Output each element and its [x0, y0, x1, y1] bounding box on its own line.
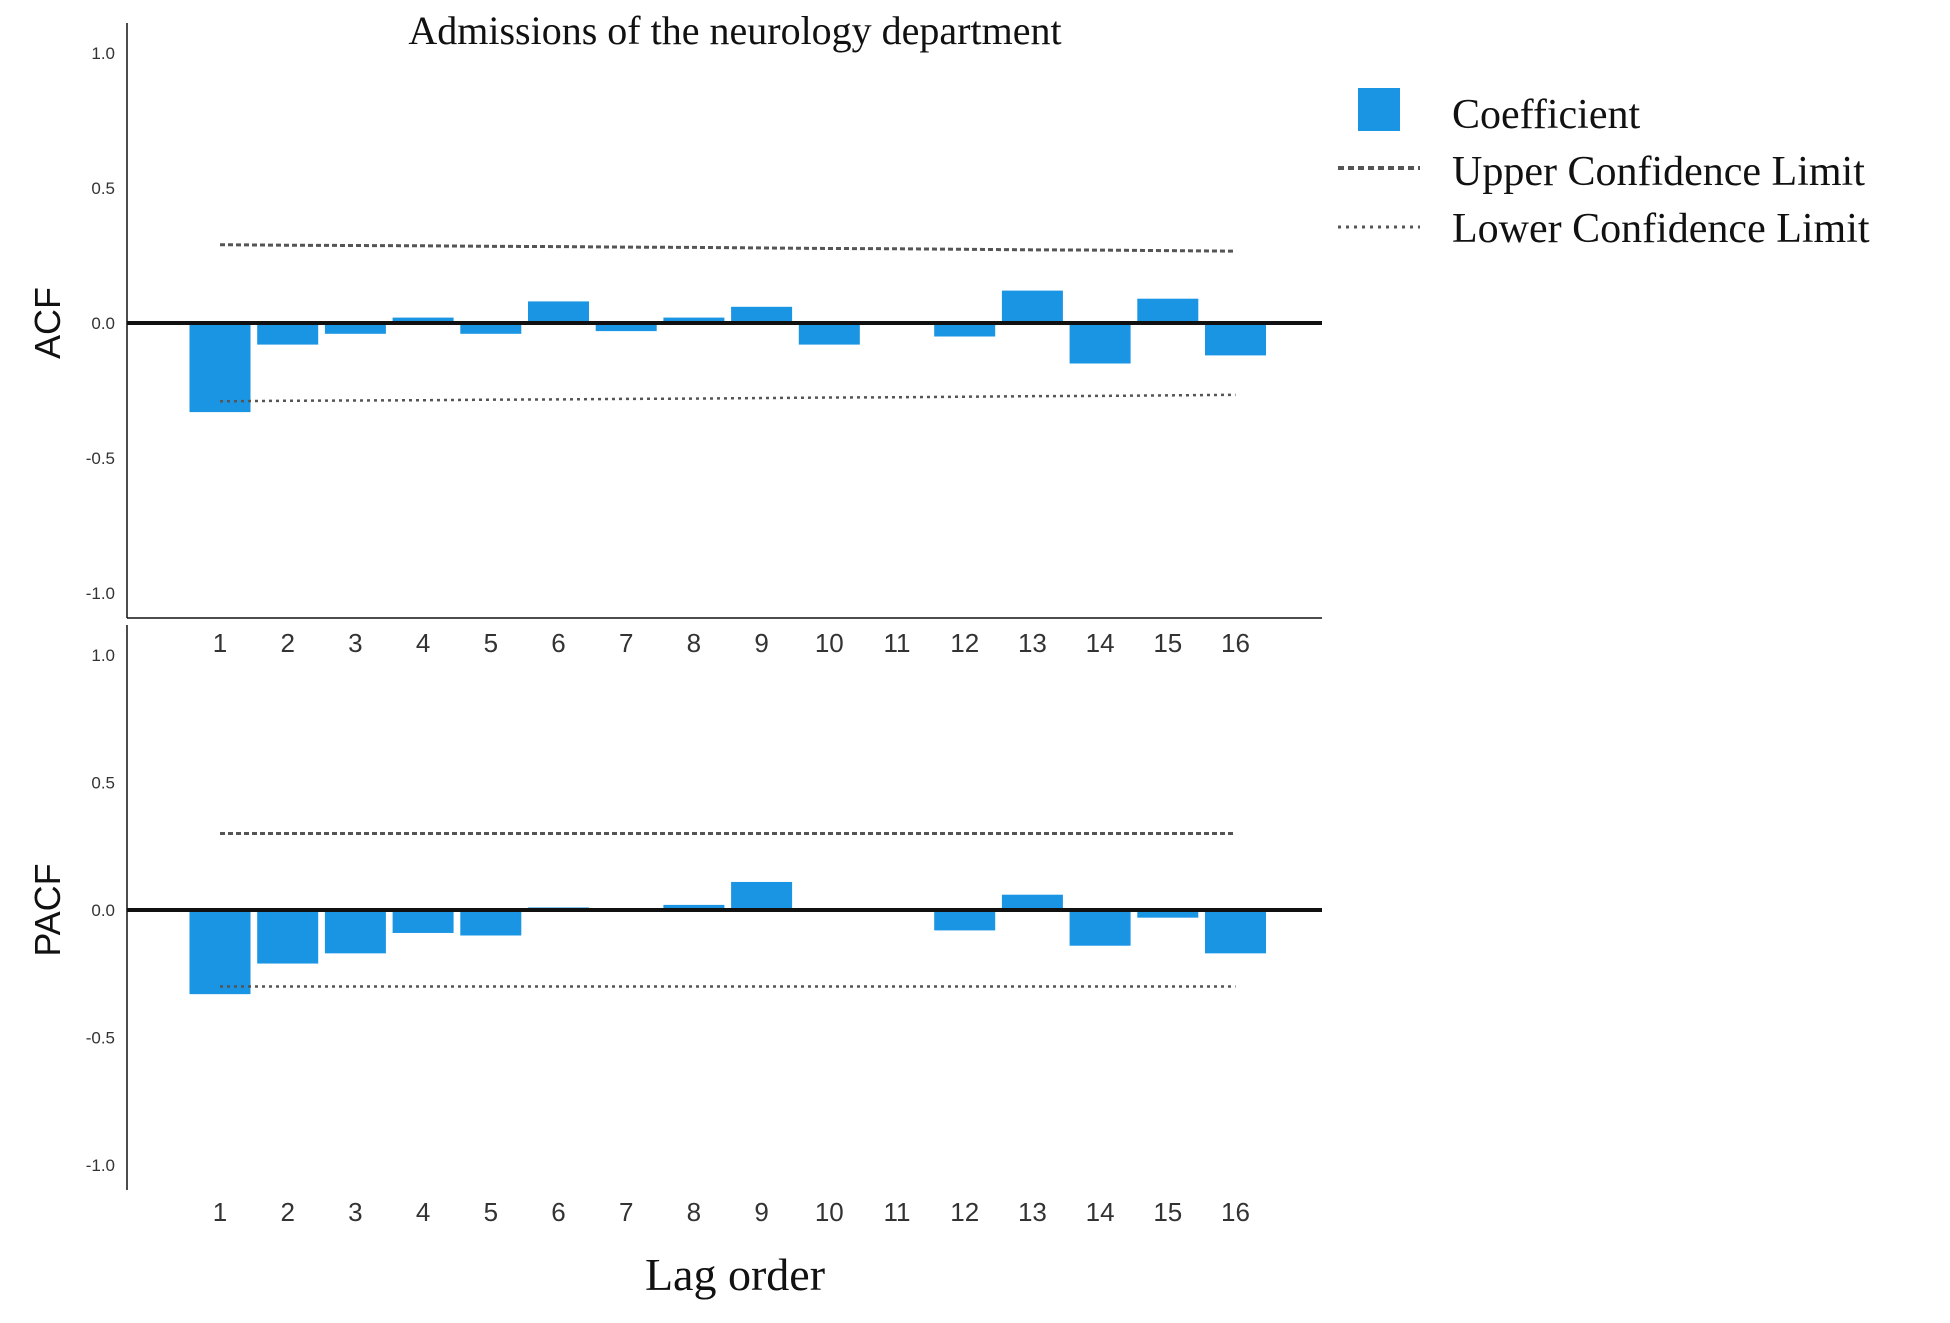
acf-x-tick-label: 4 [416, 628, 430, 658]
pacf-x-tick-label: 10 [815, 1197, 844, 1227]
acf-bar-lag-8 [663, 317, 725, 323]
pacf-x-tick-label: 9 [754, 1197, 768, 1227]
acf-bar-lag-5 [460, 323, 522, 334]
pacf-x-tick-label: 13 [1018, 1197, 1047, 1227]
acf-y-tick-label: 0.5 [91, 179, 115, 198]
acf-y-tick-label: 0.0 [91, 314, 115, 333]
acf-x-tick-label: 10 [815, 628, 844, 658]
acf-x-tick-label: 13 [1018, 628, 1047, 658]
pacf-bar-lag-8 [663, 904, 725, 910]
pacf-x-tick-label: 16 [1221, 1197, 1250, 1227]
pacf-bar-lag-3 [324, 910, 386, 954]
legend-label-lower: Lower Confidence Limit [1452, 206, 1870, 252]
acf-y-axis-label: ACF [27, 287, 68, 359]
acf-x-tick-label: 15 [1153, 628, 1182, 658]
acf-bar-lag-12 [934, 323, 996, 337]
legend-swatch-coefficient [1358, 88, 1400, 131]
pacf-x-tick-label: 8 [687, 1197, 701, 1227]
pacf-bar-lag-4 [392, 910, 454, 933]
acf-bar-lag-6 [528, 301, 589, 323]
acf-x-tick-label: 8 [687, 628, 701, 658]
pacf-x-tick-label: 7 [619, 1197, 633, 1227]
x-axis-label: Lag order [645, 1249, 825, 1300]
acf-x-tick-label: 6 [551, 628, 565, 658]
acf-x-tick-label: 2 [280, 628, 294, 658]
acf-bar-lag-15 [1137, 298, 1199, 323]
acf-y-tick-label: -1.0 [86, 584, 115, 603]
pacf-bar-lag-13 [1001, 894, 1063, 910]
acf-x-tick-label: 7 [619, 628, 633, 658]
pacf-y-tick-label: 1.0 [91, 646, 115, 665]
acf-x-tick-label: 12 [950, 628, 979, 658]
acf-bar-lag-10 [798, 323, 860, 345]
acf-x-tick-label: 9 [754, 628, 768, 658]
acf-bar-lag-16 [1205, 323, 1266, 356]
acf-x-tick-label: 11 [884, 628, 911, 658]
pacf-bar-lag-5 [460, 910, 522, 936]
pacf-x-tick-label: 15 [1153, 1197, 1182, 1227]
pacf-x-tick-label: 11 [884, 1197, 911, 1227]
acf-x-tick-label: 3 [348, 628, 362, 658]
pacf-y-tick-label: 0.5 [91, 774, 115, 793]
pacf-x-tick-label: 2 [280, 1197, 294, 1227]
acf-y-tick-label: -0.5 [86, 449, 115, 468]
acf-upper-confidence-line [219, 243, 1236, 253]
acf-bar-lag-3 [324, 323, 386, 334]
acf-y-tick-label: 1.0 [91, 44, 115, 63]
pacf-bar-lag-14 [1069, 910, 1131, 946]
pacf-bar-lag-9 [731, 881, 793, 910]
pacf-y-axis-label: PACF [27, 863, 68, 956]
chart-title: Admissions of the neurology department [408, 8, 1061, 53]
pacf-x-tick-label: 5 [484, 1197, 498, 1227]
pacf-y-tick-label: -1.0 [86, 1156, 115, 1175]
pacf-bar-lag-1 [189, 910, 251, 995]
pacf-y-tick-label: 0.0 [91, 901, 115, 920]
pacf-x-tick-label: 6 [551, 1197, 565, 1227]
acf-bar-lag-4 [392, 317, 454, 323]
acf-bar-lag-13 [1001, 290, 1063, 323]
pacf-x-tick-label: 14 [1086, 1197, 1115, 1227]
acf-x-tick-label: 14 [1086, 628, 1115, 658]
pacf-x-tick-label: 3 [348, 1197, 362, 1227]
legend-label-upper: Upper Confidence Limit [1452, 149, 1865, 195]
legend-label-coefficient: Coefficient [1452, 92, 1640, 138]
acf-bar-lag-7 [595, 323, 657, 332]
acf-bar-lag-9 [731, 306, 793, 323]
legend: Coefficient Upper Confidence Limit Lower… [1338, 88, 1870, 252]
pacf-bar-lag-12 [934, 910, 996, 931]
acf-x-tick-label: 16 [1221, 628, 1250, 658]
pacf-bar-lag-16 [1205, 910, 1266, 954]
pacf-bar-lag-2 [257, 910, 319, 964]
acf-x-tick-label: 5 [484, 628, 498, 658]
acf-lower-confidence-line [219, 393, 1236, 403]
acf-bar-lag-2 [257, 323, 319, 345]
acf-bar-lag-1 [189, 323, 251, 413]
acf-x-tick-label: 1 [213, 628, 227, 658]
pacf-bar-lag-15 [1137, 910, 1199, 918]
acf-bar-lag-14 [1069, 323, 1131, 364]
pacf-x-tick-label: 12 [950, 1197, 979, 1227]
pacf-x-tick-label: 4 [416, 1197, 430, 1227]
pacf-x-tick-label: 1 [213, 1197, 227, 1227]
pacf-y-tick-label: -0.5 [86, 1029, 115, 1048]
